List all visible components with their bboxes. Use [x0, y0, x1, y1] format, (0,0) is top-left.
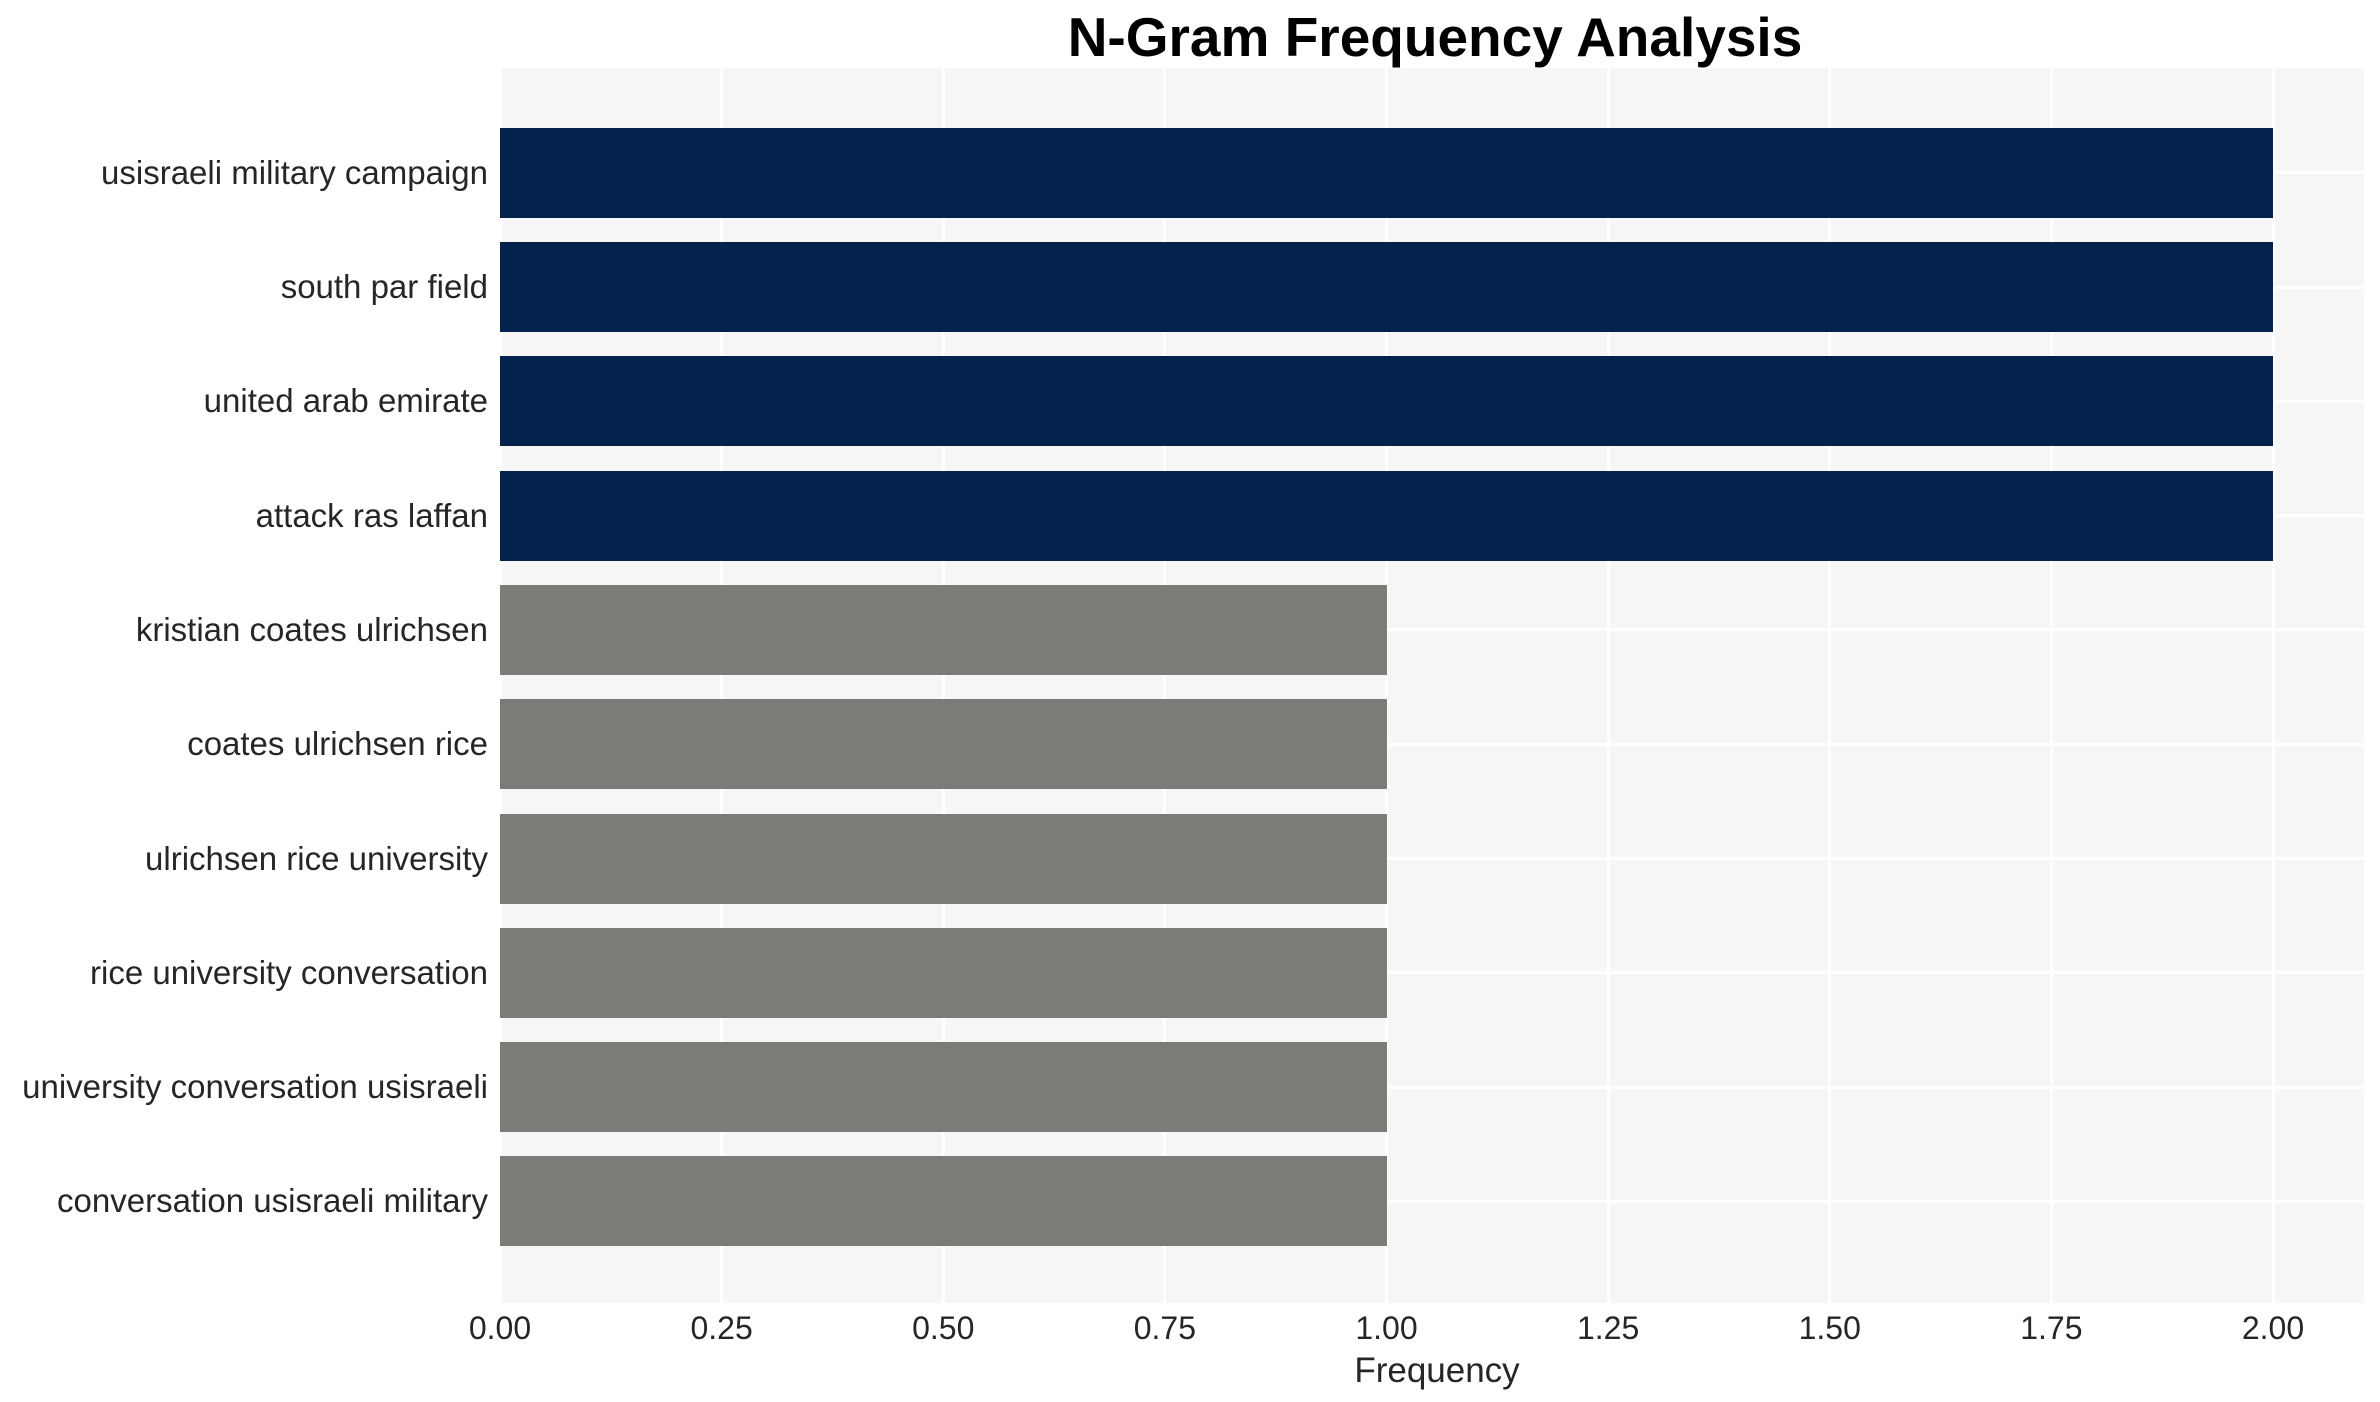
y-tick-label: united arab emirate [203, 382, 488, 420]
y-tick-label: south par field [280, 268, 488, 305]
x-tick-label: 0.25 [690, 1310, 753, 1346]
plot-area [498, 68, 2364, 1303]
y-tick-label: attack ras laffan [255, 496, 488, 534]
x-gridline [498, 68, 502, 1303]
x-tick-label: 2.00 [2241, 1310, 2305, 1346]
bar-coates-ulrichsen-rice [500, 699, 1387, 790]
x-gridline [941, 68, 945, 1303]
x-tick-label: 1.00 [1355, 1310, 1418, 1346]
y-gridline [500, 971, 2364, 975]
chart-title: N-Gram Frequency Analysis [1067, 6, 1803, 68]
y-tick-label: kristian coates ulrichsen [135, 610, 488, 648]
bar-kristian-coates-ulrichsen [500, 584, 1387, 675]
bar-usisraeli-military-campaign [500, 127, 2273, 218]
x-gridline [1606, 68, 1610, 1303]
bar-university-conversation-usisraeli [500, 1042, 1387, 1133]
y-gridline [500, 1199, 2364, 1203]
bar-ulrichsen-rice-university [500, 813, 1387, 904]
x-tick-label: 0.00 [468, 1310, 532, 1346]
x-gridline [1828, 68, 1832, 1303]
bar-south-par-field [500, 242, 2273, 332]
y-tick-label: rice university conversation [90, 953, 488, 991]
x-tick-label: 0.50 [912, 1310, 975, 1346]
x-tick-label: 1.25 [1576, 1310, 1640, 1346]
x-tick-label: 1.50 [1798, 1310, 1861, 1346]
x-tick-label: 0.75 [1133, 1310, 1197, 1346]
y-gridline [500, 1085, 2364, 1089]
x-gridline [1385, 68, 1388, 1303]
x-axis-label: Frequency [1354, 1351, 1520, 1390]
x-tick-label: 1.75 [2020, 1310, 2083, 1346]
x-gridline [2271, 68, 2275, 1303]
y-tick-label: conversation usisraeli military [57, 1182, 488, 1220]
bar-rice-university-conversation [500, 927, 1387, 1018]
y-tick-label: university conversation usisraeli [22, 1068, 488, 1106]
bar-united-arab-emirate [500, 356, 2273, 447]
y-gridline [500, 742, 2364, 746]
y-tick-label: usisraeli military campaign [101, 153, 488, 191]
bar-attack-ras-laffan [500, 470, 2273, 561]
x-gridline [720, 68, 724, 1303]
bar-conversation-usisraeli-military [500, 1156, 1387, 1247]
x-gridline [2049, 68, 2053, 1303]
y-tick-label: coates ulrichsen rice [187, 725, 488, 763]
y-gridline [500, 857, 2364, 860]
y-gridline [500, 628, 2364, 632]
x-gridline [1163, 68, 1167, 1303]
y-tick-label: ulrichsen rice university [145, 839, 488, 877]
